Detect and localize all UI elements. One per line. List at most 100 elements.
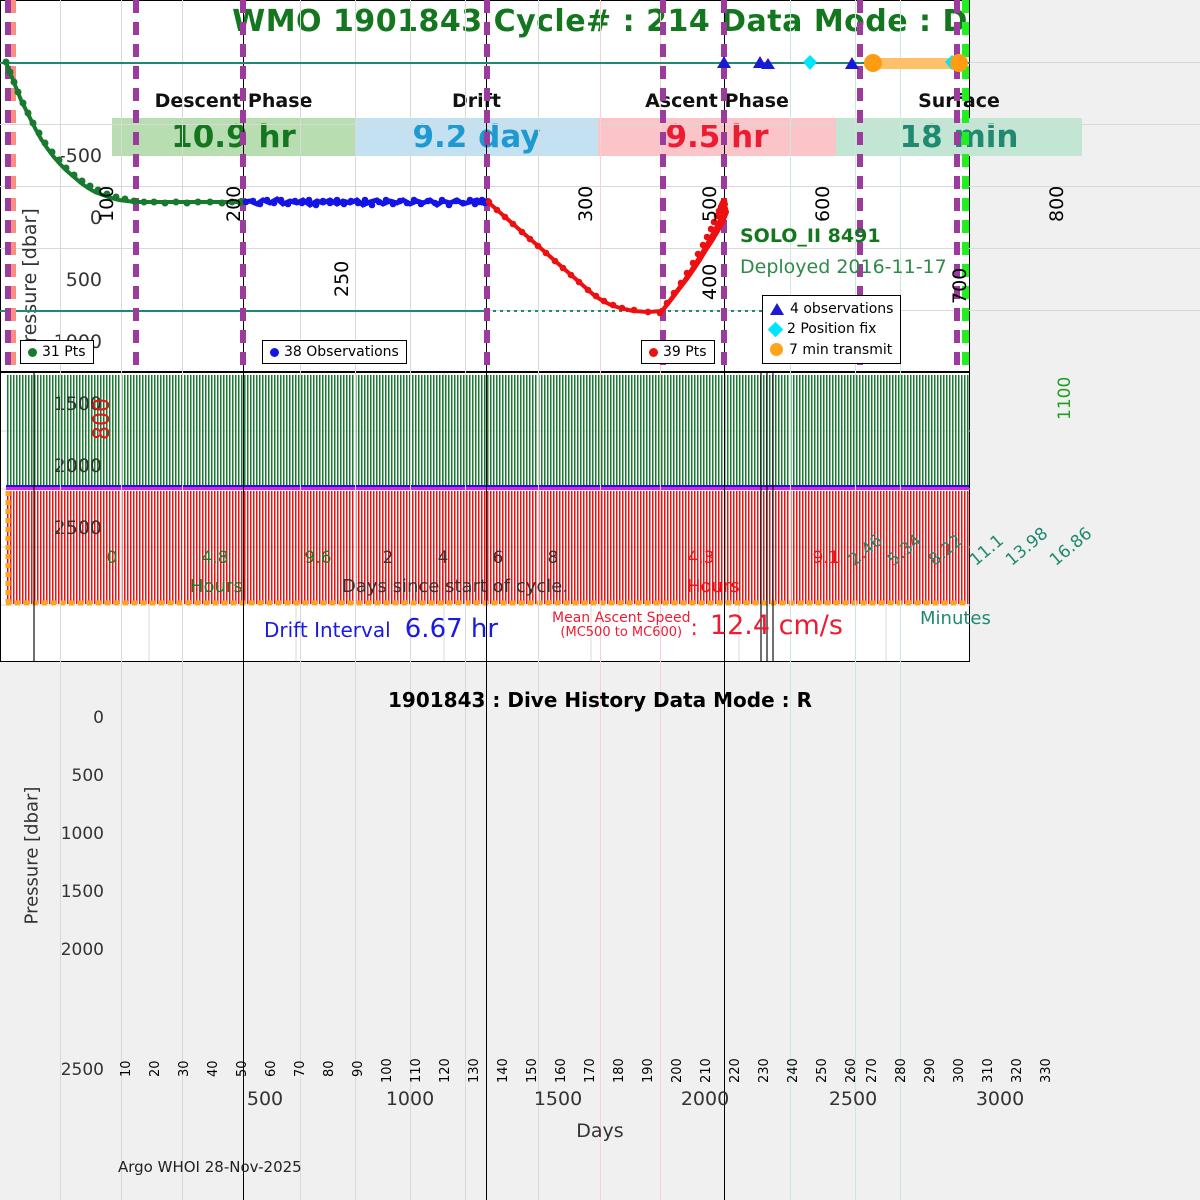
- xtick-days-hist-3: 2000: [680, 1088, 730, 1110]
- legend-row-transmit: 7 min transmit: [770, 340, 893, 360]
- cycle-label-150: 150: [525, 1058, 540, 1083]
- phase-label-ascent: Ascent Phase: [645, 90, 789, 112]
- cycle-label-310: 310: [981, 1058, 996, 1083]
- mc-marker-100-salmon: [11, 0, 16, 372]
- mean-ascent-speed-label: Mean Ascent Speed: [552, 610, 691, 627]
- drift-points-legend: 38 Observations: [262, 340, 407, 364]
- deployed-date-label: Deployed 2016-11-17: [740, 256, 947, 278]
- drift-points-label: 38 Observations: [284, 344, 399, 360]
- xtick-days-2: 6: [492, 548, 504, 568]
- cycle-label-190: 190: [641, 1058, 656, 1083]
- mc-label-800: 800: [1046, 185, 1068, 222]
- cycle-label-260: 260: [844, 1058, 859, 1083]
- xtick-days-3: 8: [547, 548, 559, 568]
- xtick-minutes-3: 11.1: [966, 530, 1008, 571]
- phase-separator-2: [486, 0, 487, 1200]
- cycle-label-220: 220: [728, 1058, 743, 1083]
- drift-dot-icon: [270, 347, 279, 357]
- descent-curve: [2, 58, 247, 207]
- ytick-hist-5: 2500: [60, 1060, 104, 1080]
- mean-ascent-speed-value: 12.4 cm/s: [709, 610, 843, 641]
- phase-separator-1: [243, 0, 244, 1200]
- ytick-top-6: 2500: [53, 517, 102, 539]
- page-title: WMO 1901843 Cycle# : 214 Data Mode : D: [232, 4, 968, 39]
- ytick-top-0: -500: [58, 145, 102, 167]
- cycle-label-210: 210: [699, 1058, 714, 1083]
- mc-label-600: 600: [812, 185, 834, 222]
- mc-label-400: 400: [699, 263, 721, 300]
- xtick-hours-ascent-1: 9.1: [812, 548, 840, 568]
- cycle-label-290: 290: [923, 1058, 938, 1083]
- circle-icon-group: [864, 54, 968, 72]
- phase-separator-3: [724, 0, 725, 1200]
- drift-interval-label: Drift Interval: [264, 618, 391, 642]
- cycle-label-20: 20: [148, 1060, 163, 1077]
- xtick-hours-1: 4.8: [201, 548, 229, 568]
- cycle-label-250: 250: [815, 1058, 830, 1083]
- xaxis-name-hours-ascent: Hours: [687, 576, 740, 597]
- mean-ascent-speed-annotation: Mean Ascent Speed (MC500 to MC600) : 12.…: [552, 610, 843, 641]
- drift-series: [242, 195, 491, 209]
- ytick-top-5: 2000: [53, 455, 102, 477]
- float-id-label: SOLO_II 8491: [740, 225, 881, 247]
- mc-marker-300: [484, 0, 490, 372]
- dive-history-plot: [0, 372, 971, 662]
- legend-row-observations: 4 observations: [770, 299, 893, 319]
- xtick-hours-2: 9.6: [304, 548, 332, 568]
- ytick-hist-3: 1500: [60, 882, 104, 902]
- mean-ascent-speed-separator: :: [690, 616, 698, 641]
- xaxis-name-minutes: Minutes: [920, 608, 991, 629]
- cycle-label-200: 200: [670, 1058, 685, 1083]
- xtick-days-hist-1: 1000: [385, 1088, 435, 1110]
- triangle-up-icon: [770, 303, 784, 315]
- ascent-points-legend: 39 Pts: [641, 340, 715, 364]
- cycle-label-240: 240: [786, 1058, 801, 1083]
- mc-marker-400: [660, 0, 666, 372]
- legend-label-position-fix: 2 Position fix: [787, 321, 877, 338]
- dive-history-title: 1901843 : Dive History Data Mode : R: [388, 688, 812, 712]
- ytick-top-1: 0: [89, 207, 102, 229]
- xaxis-name-hours-descent: Hours: [190, 576, 243, 597]
- ytick-hist-0: 0: [93, 708, 104, 728]
- xtick-days-hist-0: 500: [246, 1088, 284, 1110]
- ytick-hist-4: 2000: [60, 940, 104, 960]
- mc-label-800-red: 800: [90, 398, 115, 440]
- legend-label-transmit: 7 min transmit: [789, 341, 893, 358]
- mc-label-1100: 1100: [1055, 376, 1075, 420]
- mc-marker-1100: [962, 0, 969, 372]
- legend-label-observations: 4 observations: [790, 301, 894, 317]
- xtick-days-0: 2: [382, 548, 394, 568]
- cycle-label-140: 140: [496, 1058, 511, 1083]
- ytick-top-2: 500: [65, 269, 102, 291]
- cycle-label-160: 160: [554, 1058, 569, 1083]
- cycle-label-170: 170: [583, 1058, 598, 1083]
- ytick-hist-1: 500: [71, 766, 104, 786]
- cycle-label-300: 300: [952, 1058, 967, 1083]
- drift-interval-annotation: Drift Interval 6.67 hr: [264, 614, 498, 644]
- xtick-days-hist-5: 3000: [975, 1088, 1025, 1110]
- descent-points-legend: 31 Pts: [20, 340, 94, 364]
- mean-ascent-speed-sublabel: (MC500 to MC600): [560, 625, 683, 641]
- dive-history-traces: [1, 373, 971, 661]
- cycle-label-40: 40: [206, 1060, 221, 1077]
- cycle-label-280: 280: [894, 1058, 909, 1083]
- cycle-label-130: 130: [467, 1058, 482, 1083]
- mc-marker-100: [5, 0, 11, 372]
- cycle-label-10: 10: [119, 1060, 134, 1077]
- triangle-up-icon-group: [717, 56, 859, 69]
- legend-row-position-fix: 2 Position fix: [767, 319, 893, 339]
- surface-markers: [717, 54, 968, 72]
- mc-marker-200: [133, 0, 139, 372]
- cycle-label-330: 330: [1039, 1058, 1054, 1083]
- mc-label-200: 200: [223, 185, 245, 222]
- xtick-minutes-4: 13.98: [1002, 523, 1053, 571]
- cycle-label-110: 110: [409, 1058, 424, 1083]
- cycle-label-70: 70: [293, 1060, 308, 1077]
- cycle-label-120: 120: [438, 1058, 453, 1083]
- dive-history-xlabel: Days: [576, 1120, 624, 1142]
- xtick-days-hist-4: 2500: [828, 1088, 878, 1110]
- drift-interval-value: 6.67 hr: [404, 614, 499, 644]
- cycle-label-180: 180: [612, 1058, 627, 1083]
- cycle-label-90: 90: [351, 1060, 366, 1077]
